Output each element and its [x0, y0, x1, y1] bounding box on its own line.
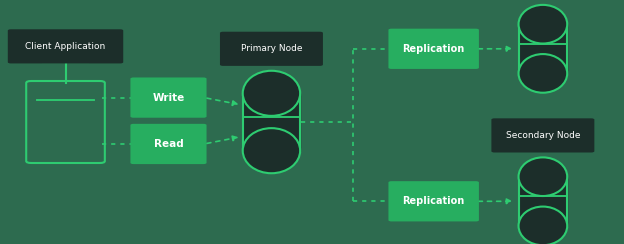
FancyBboxPatch shape	[220, 32, 323, 66]
FancyBboxPatch shape	[130, 124, 207, 164]
Text: Primary Node: Primary Node	[241, 44, 302, 53]
Text: Replication: Replication	[402, 44, 465, 54]
FancyBboxPatch shape	[492, 118, 594, 152]
Ellipse shape	[519, 207, 567, 244]
FancyBboxPatch shape	[388, 29, 479, 69]
FancyBboxPatch shape	[130, 78, 207, 118]
Text: Secondary Node: Secondary Node	[505, 131, 580, 140]
Text: Replication: Replication	[402, 196, 465, 206]
Ellipse shape	[243, 128, 300, 173]
Text: Read: Read	[154, 139, 183, 149]
Ellipse shape	[243, 71, 300, 116]
FancyBboxPatch shape	[7, 29, 124, 63]
Ellipse shape	[519, 54, 567, 93]
Text: Client Application: Client Application	[26, 42, 105, 51]
Text: Write: Write	[152, 93, 185, 102]
FancyBboxPatch shape	[388, 181, 479, 222]
Ellipse shape	[519, 5, 567, 43]
Polygon shape	[243, 93, 300, 151]
Polygon shape	[519, 24, 567, 73]
Polygon shape	[519, 177, 567, 226]
Ellipse shape	[519, 157, 567, 196]
